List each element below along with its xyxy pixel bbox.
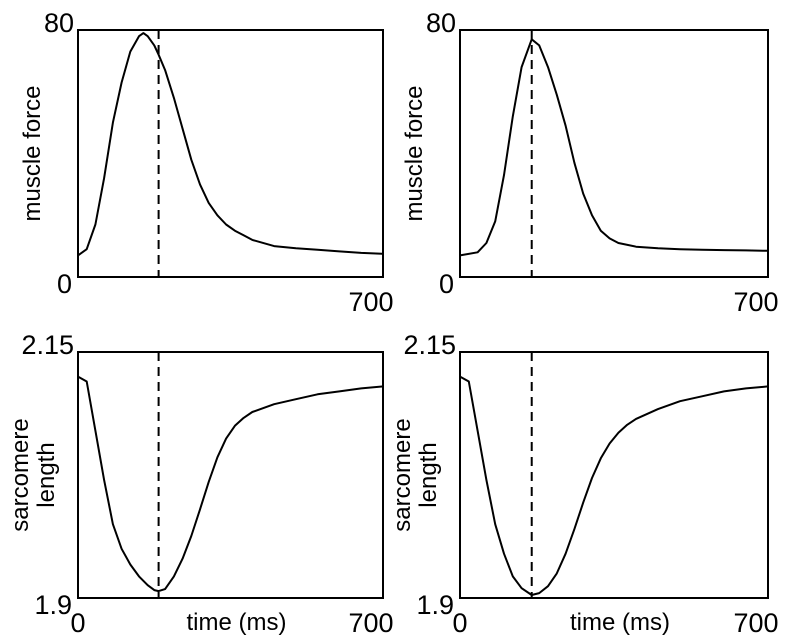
y-tick-label-min: 1.9 [34, 590, 72, 620]
series-line [77, 375, 384, 593]
x-tick-label-min: 0 [70, 608, 85, 638]
plot-frame [77, 29, 384, 278]
y-tick-label-max: 80 [44, 8, 74, 38]
chart-panel-3: 2.15 1.90 700 time (ms) sarcomere length [7, 330, 394, 638]
series-line [459, 375, 769, 596]
x-tick-label-max: 700 [348, 608, 393, 638]
y-tick-label-max: 2.15 [403, 330, 456, 360]
y-axis-label-line-2: length [415, 442, 442, 507]
y-axis-label-line-2: length [33, 442, 60, 507]
x-tick-label-max: 700 [348, 287, 393, 317]
plot-frame [459, 351, 769, 599]
y-tick-label-max: 2.15 [21, 330, 74, 360]
plot-frame [459, 29, 769, 278]
chart-panel-4: 2.15 1.90 700 time (ms) sarcomere length [389, 330, 779, 638]
x-tick-label-min: 0 [452, 608, 467, 638]
x-tick-label-max: 700 [733, 608, 778, 638]
x-axis-label: time (ms) [187, 609, 287, 636]
y-axis-label-line-1: sarcomere [389, 418, 416, 531]
series-line [459, 38, 769, 257]
y-axis-label: muscle force [19, 85, 46, 221]
y-tick-label-min: 0 [439, 269, 454, 299]
x-tick-label-max: 700 [733, 287, 778, 317]
y-tick-label-max: 80 [426, 8, 456, 38]
chart-panel-1: 80 0 700 muscle force [19, 8, 394, 317]
y-axis-label: muscle force [401, 85, 428, 221]
y-tick-label-min: 0 [57, 269, 72, 299]
chart-panel-2: 80 0 700 muscle force [401, 8, 779, 317]
x-axis-label: time (ms) [570, 609, 670, 636]
plot-frame [77, 351, 384, 599]
series-line [77, 32, 384, 257]
y-axis-label-line-1: sarcomere [7, 418, 34, 531]
y-tick-label-min: 1.9 [416, 590, 454, 620]
